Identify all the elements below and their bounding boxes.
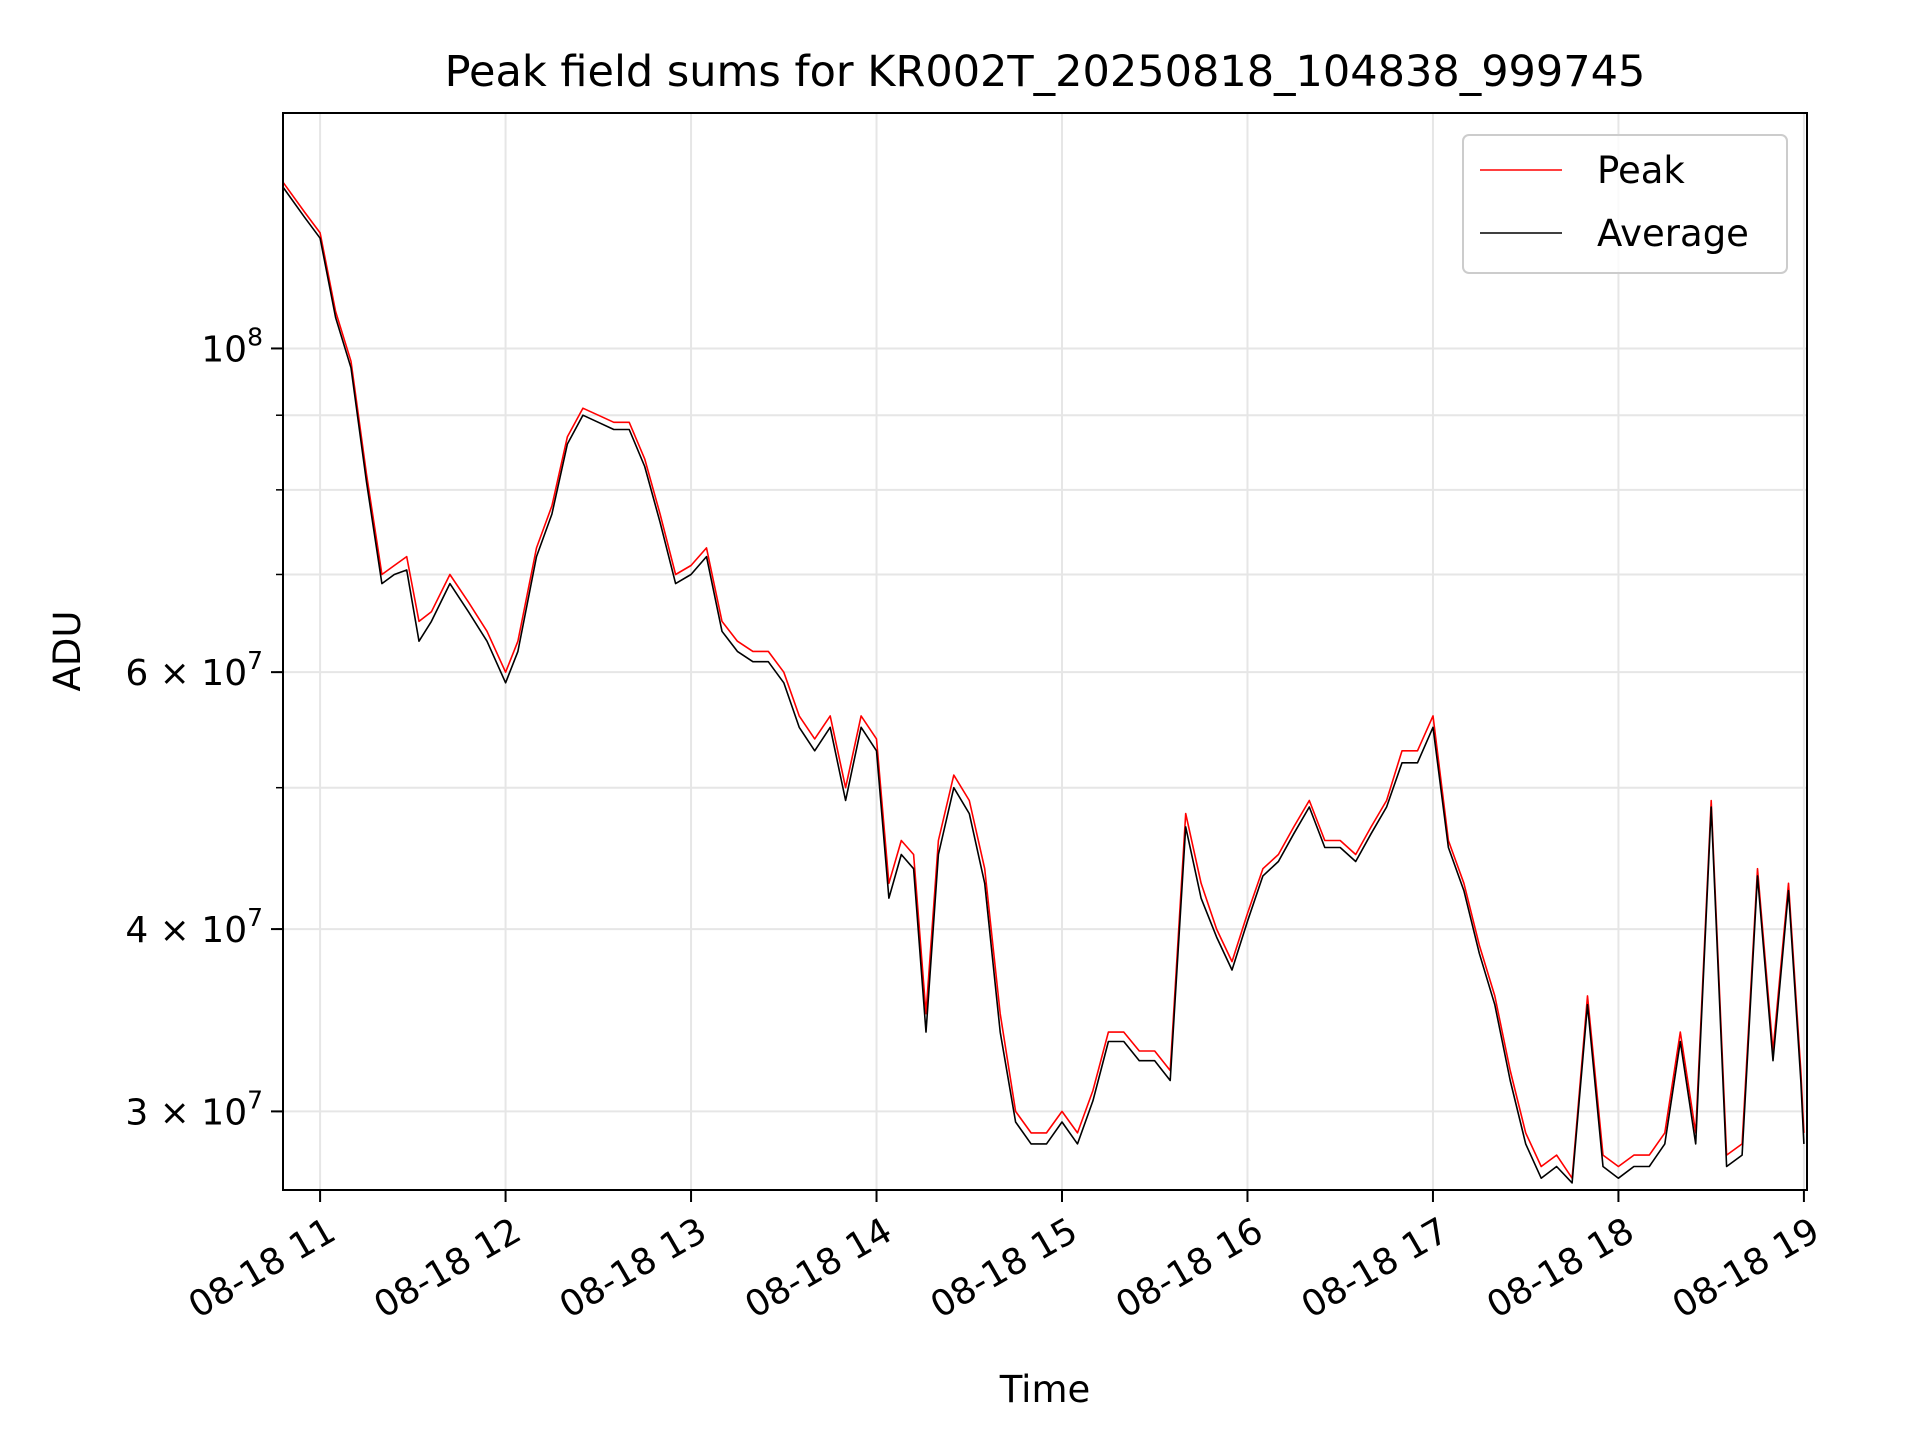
- y-tick-label: 6 × 107: [125, 646, 263, 694]
- y-tick-label: 4 × 107: [125, 903, 263, 951]
- series-line-peak: [282, 181, 1805, 1179]
- plot-lines: [282, 181, 1805, 1184]
- y-tick-label: 108: [201, 322, 263, 370]
- chart-title: Peak field sums for KR002T_20250818_1048…: [445, 47, 1646, 97]
- series-line-average: [282, 186, 1805, 1184]
- plot-frame: [282, 112, 1808, 1191]
- y-tick-label: 3 × 107: [125, 1085, 263, 1133]
- grid: [283, 113, 1807, 1190]
- legend-label-peak: Peak: [1597, 149, 1685, 192]
- legend: Peak Average: [1462, 134, 1788, 274]
- x-axis-label: Time: [999, 1368, 1091, 1411]
- legend-label-average: Average: [1597, 212, 1749, 255]
- y-axis: 108 6 × 107 4 × 107 3 × 107: [125, 322, 283, 1133]
- y-axis-label: ADU: [46, 611, 89, 692]
